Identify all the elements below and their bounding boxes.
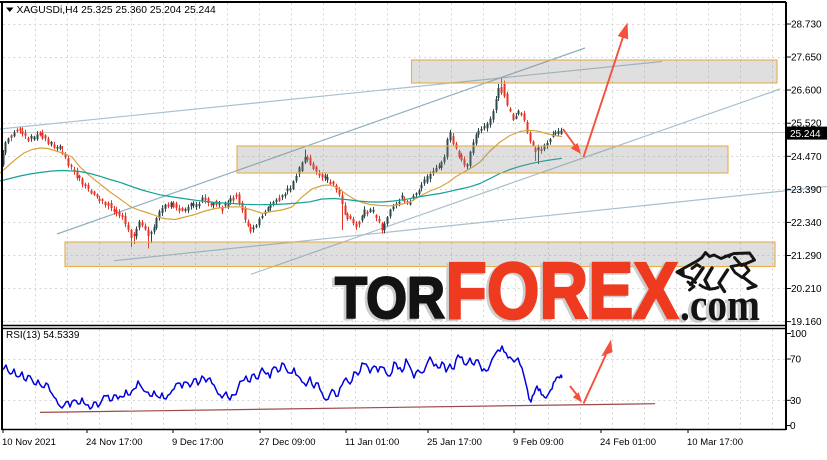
svg-text:9 Dec 17:00: 9 Dec 17:00 [172, 437, 223, 448]
svg-text:TOR: TOR [333, 268, 443, 333]
svg-text:10 Nov 2021: 10 Nov 2021 [2, 437, 56, 448]
svg-text:19.160: 19.160 [791, 317, 822, 328]
svg-text:26.600: 26.600 [791, 86, 822, 97]
svg-text:TOR: TOR [335, 266, 445, 331]
svg-text:9 Feb 09:00: 9 Feb 09:00 [513, 437, 564, 448]
svg-text:RSI(13) 54.5339: RSI(13) 54.5339 [6, 330, 80, 341]
svg-text:10 Mar 17:00: 10 Mar 17:00 [687, 437, 743, 448]
svg-text:11 Jan 01:00: 11 Jan 01:00 [345, 437, 399, 448]
svg-text:24 Nov 17:00: 24 Nov 17:00 [86, 437, 143, 448]
svg-text:100: 100 [790, 329, 807, 340]
svg-text:27 Dec 09:00: 27 Dec 09:00 [259, 437, 316, 448]
svg-text:FOREX: FOREX [443, 248, 676, 337]
svg-text:24.470: 24.470 [791, 152, 822, 163]
svg-text:22.340: 22.340 [791, 218, 822, 229]
svg-text:28.730: 28.730 [791, 20, 822, 31]
svg-text:XAGUSDi,H4 25.325 25.360 25.2: XAGUSDi,H4 25.325 25.360 25.204 25.244 [17, 5, 216, 16]
svg-text:25.244: 25.244 [790, 129, 821, 140]
svg-text:27.650: 27.650 [791, 53, 822, 64]
svg-text:0: 0 [790, 421, 796, 432]
svg-text:FOREX: FOREX [446, 246, 679, 335]
svg-text:20.210: 20.210 [791, 284, 822, 295]
svg-text:24 Feb 01:00: 24 Feb 01:00 [600, 437, 656, 448]
svg-text:25 Jan 17:00: 25 Jan 17:00 [427, 437, 482, 448]
svg-text:23.390: 23.390 [791, 185, 822, 196]
svg-text:21.290: 21.290 [791, 251, 822, 262]
svg-text:70: 70 [790, 355, 802, 366]
svg-text:25.520: 25.520 [791, 119, 822, 130]
svg-text:30: 30 [790, 396, 802, 407]
